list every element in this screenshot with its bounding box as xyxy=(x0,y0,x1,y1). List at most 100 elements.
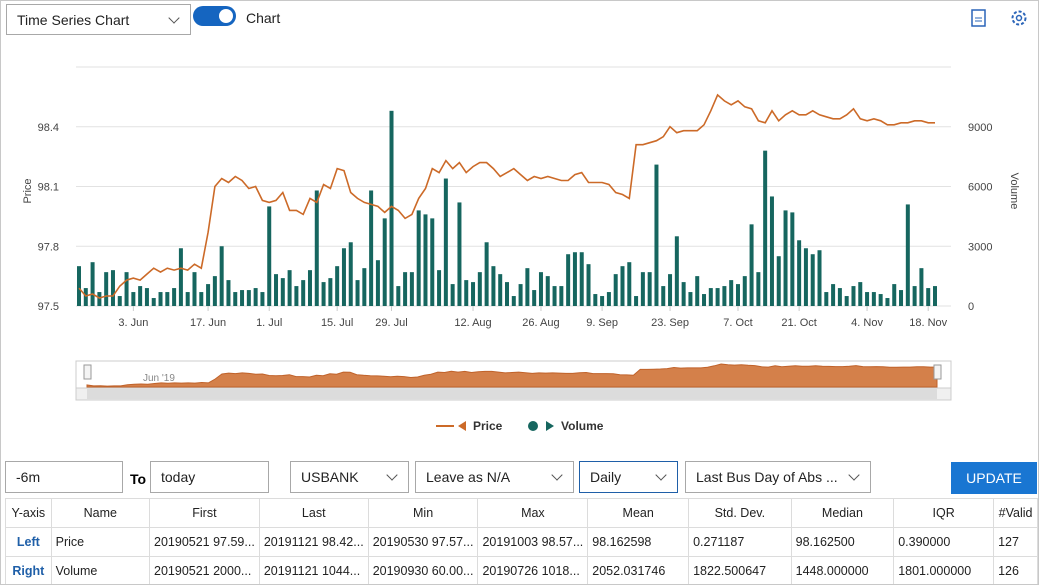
volume-bar xyxy=(437,270,442,306)
volume-bar xyxy=(871,292,876,306)
volume-bar xyxy=(919,268,924,306)
view-select-text: Time Series Chart xyxy=(17,11,130,28)
y-axis-title: Price xyxy=(22,178,34,203)
navigator-handle[interactable] xyxy=(83,364,92,380)
toggle-knob xyxy=(219,9,233,23)
volume-bar xyxy=(396,286,401,306)
volume-bar xyxy=(457,202,462,306)
volume-bar xyxy=(545,276,550,306)
legend-item: Price xyxy=(436,419,503,433)
y2-tick-label: 6000 xyxy=(968,182,992,194)
legend-item: Volume xyxy=(528,419,604,433)
legend-arrow xyxy=(458,421,466,431)
table-cell: 20190930 60.00... xyxy=(367,556,479,584)
fill-select[interactable]: Leave as N/A xyxy=(415,461,574,493)
toggle[interactable] xyxy=(193,6,236,26)
volume-bar xyxy=(117,296,122,306)
price-line xyxy=(78,93,935,299)
volume-bar xyxy=(674,236,679,306)
table-header: Std. Dev. xyxy=(688,498,792,528)
volume-bar xyxy=(552,286,557,306)
volume-bar xyxy=(688,292,693,306)
volume-bar xyxy=(151,298,156,306)
y2-tick-label: 0 xyxy=(968,301,974,313)
volume-bar xyxy=(851,286,856,306)
ticker-select[interactable]: USBANK xyxy=(290,461,409,493)
stats-table: Y-axis Name First Last Min Max Mean Std. Dev. Me… xyxy=(5,498,1038,584)
x-tick-label: 21. Oct xyxy=(781,317,816,329)
y2-axis-title: Volume xyxy=(1008,173,1020,210)
volume-bar xyxy=(416,210,421,306)
to-input[interactable]: today xyxy=(150,461,269,493)
export-icon[interactable] xyxy=(969,8,989,28)
volume-bar xyxy=(783,210,788,306)
volume-bar xyxy=(158,292,163,306)
update-button-text: UPDATE xyxy=(966,470,1022,486)
table-cell: Volume xyxy=(50,556,151,584)
volume-bar xyxy=(892,284,897,306)
volume-bar xyxy=(226,280,231,306)
volume-bar xyxy=(824,292,829,306)
volume-bar xyxy=(409,272,414,306)
to-text: today xyxy=(161,469,196,485)
volume-bar xyxy=(138,286,143,306)
volume-bar xyxy=(593,294,598,306)
navigator-label: Jun '19 xyxy=(143,373,175,384)
volume-bar xyxy=(321,282,326,306)
table-header: Name xyxy=(50,498,151,528)
volume-bar xyxy=(572,252,577,306)
table-cell: 127 xyxy=(993,527,1038,557)
table-cell: 1448.000000 xyxy=(790,556,895,584)
volume-bar xyxy=(144,288,149,306)
settings-icon[interactable] xyxy=(1008,7,1030,29)
scrollbar-thumb[interactable] xyxy=(87,389,937,399)
volume-bar xyxy=(477,272,482,306)
volume-bar xyxy=(104,272,109,306)
table-cell: 0.271187 xyxy=(688,527,792,557)
navigator-handle[interactable] xyxy=(933,364,942,380)
x-tick-label: 23. Sep xyxy=(651,317,689,329)
volume-bar xyxy=(471,282,476,306)
volume-bar xyxy=(450,284,455,306)
volume-bar xyxy=(749,224,754,306)
volume-bar xyxy=(124,272,129,306)
view-select[interactable]: Time Series Chart xyxy=(6,4,191,35)
update-button[interactable]: UPDATE xyxy=(951,462,1037,494)
volume-bar xyxy=(491,266,496,306)
volume-bar xyxy=(702,294,707,306)
alignment-text: Last Bus Day of Abs ... xyxy=(696,469,838,485)
volume-bar xyxy=(280,278,285,306)
volume-bar xyxy=(307,270,312,306)
toggle-label: Chart xyxy=(246,10,281,26)
volume-bar xyxy=(742,276,747,306)
from-input[interactable]: -6m xyxy=(5,461,123,493)
volume-bar xyxy=(233,292,238,306)
volume-bar xyxy=(369,190,374,306)
table-header: Y-axis xyxy=(5,498,52,528)
volume-bar xyxy=(647,272,652,306)
table-row: Right Volume 20190521 2000... 20191121 1044… xyxy=(5,556,1038,584)
table-cell: Price xyxy=(50,527,151,557)
volume-bar xyxy=(90,262,95,306)
volume-bar xyxy=(640,272,645,306)
table-cell: 126 xyxy=(993,556,1038,584)
volume-bar xyxy=(335,266,340,306)
volume-bar xyxy=(314,190,319,306)
volume-bar xyxy=(620,266,625,306)
volume-bar xyxy=(695,276,700,306)
volume-bar xyxy=(328,278,333,306)
volume-bar xyxy=(634,296,639,306)
table-cell: 98.162598 xyxy=(587,527,690,557)
volume-bar xyxy=(77,266,81,306)
alignment-select[interactable]: Last Bus Day of Abs ... xyxy=(685,461,871,493)
volume-bar xyxy=(253,288,258,306)
y-tick-label: 97.8 xyxy=(38,241,59,253)
volume-bar xyxy=(837,288,842,306)
from-text: -6m xyxy=(16,469,41,485)
frequency-select[interactable]: Daily xyxy=(579,461,678,493)
x-tick-label: 18. Nov xyxy=(909,317,947,329)
table-cell: 20190521 97.59... xyxy=(149,527,260,557)
table-cell: Left xyxy=(5,527,52,557)
volume-bar xyxy=(341,248,346,306)
